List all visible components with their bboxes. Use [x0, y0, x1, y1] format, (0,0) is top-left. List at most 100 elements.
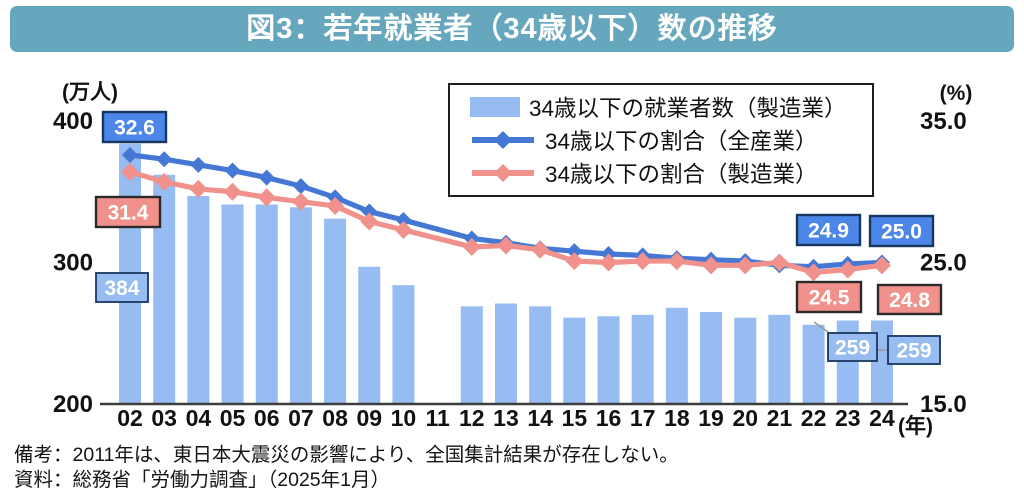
left-axis-unit: (万人)	[62, 81, 118, 104]
marker-0-03	[156, 151, 173, 168]
bar-17	[631, 314, 654, 404]
bar-20	[734, 317, 757, 404]
bar-06	[255, 204, 278, 404]
marker-1-14	[531, 240, 550, 259]
x-tick-label: 18	[664, 405, 690, 431]
marker-1-22	[804, 263, 823, 282]
marker-1-13	[496, 236, 515, 255]
marker-1-03	[155, 172, 174, 191]
x-tick-label: 23	[835, 405, 861, 431]
callout-box-23-24.5	[795, 280, 863, 314]
callout-value: 259	[896, 340, 931, 363]
x-tick-label: 17	[630, 405, 656, 431]
bar-21	[768, 314, 791, 404]
marker-1-07	[291, 192, 310, 211]
bar-08	[324, 218, 347, 404]
marker-1-05	[223, 182, 242, 201]
bar-14	[529, 306, 552, 404]
blue-line-swatch-icon	[472, 130, 534, 149]
marker-0-07	[292, 178, 309, 195]
marker-1-20	[736, 256, 755, 275]
marker-1-12	[462, 237, 481, 256]
x-tick-label: 13	[493, 405, 519, 431]
right-axis-tick: 25.0	[920, 250, 967, 277]
right-axis-tick: 15.0	[920, 391, 967, 418]
legend-item-ratio-mfg: 34歳以下の割合（製造業）	[470, 157, 868, 189]
callout-leader	[813, 321, 829, 333]
callout-box-23-24.9	[795, 213, 862, 247]
legend-label: 34歳以下の割合（全産業）	[545, 128, 818, 154]
x-tick-label: 20	[732, 405, 758, 431]
left-axis-tick: 400	[53, 108, 93, 135]
x-tick-label: 14	[527, 405, 553, 431]
marker-1-23	[838, 260, 857, 279]
callout-value: 24.8	[889, 289, 930, 312]
marker-0-10	[395, 212, 412, 229]
legend-item-workers: 34歳以下の就業者数（製造業）	[470, 91, 868, 123]
x-tick-label: 19	[698, 405, 724, 431]
marker-1-08	[326, 196, 345, 215]
left-axis-tick: 300	[53, 250, 93, 277]
marker-1-19	[702, 256, 721, 275]
x-tick-label: 09	[356, 405, 382, 431]
callout-value: 31.4	[108, 202, 149, 225]
callout-value: 24.9	[808, 220, 849, 243]
bar-03	[153, 174, 176, 404]
bar-16	[597, 316, 620, 404]
callout-value: 24.5	[809, 287, 850, 310]
callout-box-02-384	[95, 272, 149, 303]
marker-1-04	[189, 179, 208, 198]
x-tick-label: 02	[117, 405, 143, 431]
right-axis-unit: (%)	[940, 82, 973, 105]
marker-1-10	[394, 220, 413, 239]
x-tick-label: 12	[459, 405, 485, 431]
marker-0-09	[361, 203, 378, 220]
right-axis-tick: 35.0	[920, 108, 967, 135]
marker-1-09	[360, 212, 379, 231]
x-tick-label: 15	[562, 405, 588, 431]
bar-13	[494, 303, 517, 404]
bar-07	[289, 207, 312, 404]
legend: 34歳以下の就業者数（製造業） 34歳以下の割合（全産業） 34歳以下の割合（製…	[448, 83, 874, 197]
marker-0-15	[566, 243, 583, 260]
bar-10	[392, 285, 415, 404]
x-axis-unit: (年)	[898, 414, 933, 438]
marker-1-18	[667, 252, 686, 271]
left-axis-tick: 200	[53, 391, 93, 418]
callout-value: 384	[104, 277, 139, 300]
x-tick-label: 21	[767, 405, 793, 431]
x-tick-label: 07	[288, 405, 314, 431]
callout-box-24-24.8	[876, 283, 943, 316]
bar-15	[563, 317, 586, 404]
callout-box-23-259	[827, 332, 878, 362]
legend-item-ratio-all: 34歳以下の割合（全産業）	[470, 124, 868, 156]
marker-0-02	[122, 146, 138, 163]
marker-1-17	[633, 252, 652, 271]
marker-1-15	[565, 252, 584, 271]
callout-value: 259	[835, 337, 870, 360]
callout-box-24-25.0	[868, 214, 935, 248]
x-tick-label: 06	[254, 405, 280, 431]
x-tick-label: 16	[596, 405, 622, 431]
marker-1-21	[770, 253, 789, 272]
bar-22	[802, 324, 825, 404]
legend-label: 34歳以下の就業者数（製造業）	[529, 95, 847, 121]
note-remark: 備考：2011年は、東日本大震災の影響により、全国集計結果が存在しない。	[14, 444, 679, 466]
bar-swatch-icon	[470, 96, 520, 117]
bar-04	[187, 195, 210, 404]
callout-value: 25.0	[881, 221, 922, 244]
pink-line-swatch-icon	[472, 164, 534, 183]
marker-1-24	[872, 256, 891, 275]
x-tick-label: 10	[391, 405, 417, 431]
callout-box-02-31.4	[94, 195, 162, 229]
marker-0-06	[258, 169, 275, 186]
bar-18	[665, 307, 688, 404]
bar-05	[221, 204, 244, 404]
x-tick-label: 24	[869, 405, 895, 431]
bar-09	[358, 266, 381, 404]
x-tick-label: 05	[220, 405, 246, 431]
callout-box-02-32.6	[101, 110, 168, 144]
callout-box-24-259	[887, 335, 941, 365]
